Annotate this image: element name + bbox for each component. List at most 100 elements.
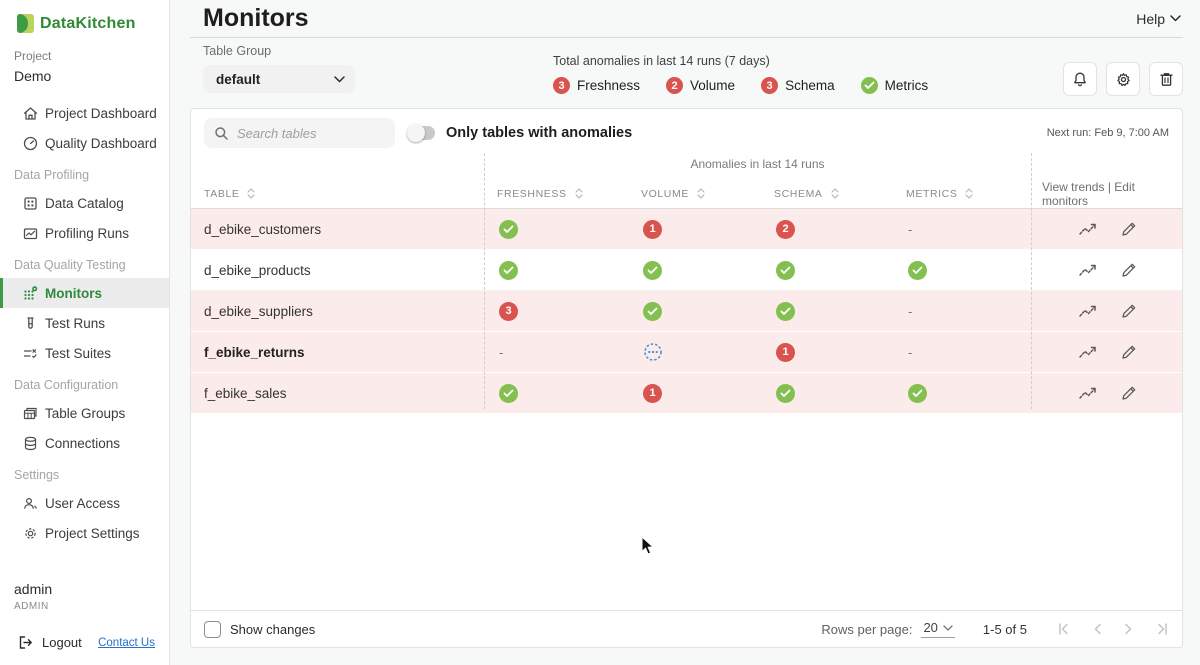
column-header-volume[interactable]: VOLUME [628, 179, 761, 208]
sidebar-item-monitors[interactable]: Monitors [0, 278, 169, 308]
sidebar-item-project-settings[interactable]: Project Settings [0, 518, 169, 548]
first-page-button[interactable] [1057, 623, 1071, 635]
datakitchen-logo-icon [17, 14, 34, 33]
view-trends-button[interactable] [1078, 385, 1097, 401]
help-menu[interactable]: Help [1136, 11, 1183, 27]
project-label: Project [14, 49, 169, 63]
sidebar-item-label: Project Settings [45, 526, 140, 541]
table-name-cell[interactable]: f_ebike_returns [191, 332, 484, 372]
sidebar-item-label: Data Catalog [45, 196, 124, 211]
anomalies-only-toggle[interactable] [408, 126, 435, 140]
pencil-icon [1121, 385, 1137, 401]
sidebar-item-profiling-runs[interactable]: Profiling Runs [0, 218, 169, 248]
edit-monitor-button[interactable] [1121, 344, 1137, 360]
column-header-freshness[interactable]: FRESHNESS [484, 179, 628, 208]
sidebar-item-test-suites[interactable]: Test Suites [0, 338, 169, 368]
anomaly-summary-title: Total anomalies in last 14 runs (7 days) [553, 54, 928, 68]
bell-icon [1072, 71, 1088, 88]
sidebar-item-label: Test Runs [45, 316, 105, 331]
sidebar-item-table-groups[interactable]: Table Groups [0, 398, 169, 428]
last-page-button[interactable] [1155, 623, 1169, 635]
sidebar-item-quality-dashboard[interactable]: Quality Dashboard [0, 128, 169, 158]
notifications-button[interactable] [1063, 62, 1097, 96]
column-header-metrics[interactable]: METRICS [893, 179, 1031, 208]
view-trends-button[interactable] [1078, 344, 1097, 360]
anomaly-count-badge[interactable]: 3 [553, 77, 570, 94]
volume-status-cell: 1 [628, 209, 761, 249]
no-data-dash: - [908, 222, 912, 237]
sidebar-item-data-catalog[interactable]: Data Catalog [0, 188, 169, 218]
edit-monitor-button[interactable] [1121, 303, 1137, 319]
rows-per-page-select[interactable]: 20 [921, 620, 954, 638]
edit-monitor-button[interactable] [1121, 262, 1137, 278]
column-header-table[interactable]: TABLE [191, 179, 484, 208]
edit-monitor-button[interactable] [1121, 221, 1137, 237]
anomaly-count-badge[interactable]: 3 [499, 302, 518, 321]
anomaly-count-badge[interactable]: 3 [761, 77, 778, 94]
users-icon [22, 495, 39, 512]
sidebar-item-label: Test Suites [45, 346, 111, 361]
view-trends-button[interactable] [1078, 262, 1097, 278]
anomaly-count-badge[interactable]: 2 [776, 220, 795, 239]
logout-button[interactable]: Logout [17, 634, 82, 651]
main-area: Monitors Help Table Group default Total … [170, 0, 1200, 665]
user-role: ADMIN [14, 601, 169, 612]
table-row[interactable]: d_ebike_suppliers 3 - [191, 291, 1182, 332]
contact-us-link[interactable]: Contact Us [98, 637, 155, 649]
sidebar-item-test-runs[interactable]: Test Runs [0, 308, 169, 338]
column-header-actions: View trends | Edit monitors [1031, 179, 1182, 208]
table-name-cell[interactable]: f_ebike_sales [191, 373, 484, 413]
delete-button[interactable] [1149, 62, 1183, 96]
sidebar-item-project-dashboard[interactable]: Project Dashboard [0, 98, 169, 128]
column-header-schema[interactable]: SCHEMA [761, 179, 893, 208]
table-name-cell[interactable]: d_ebike_products [191, 250, 484, 290]
edit-monitor-button[interactable] [1121, 385, 1137, 401]
table-group-select[interactable]: default [203, 65, 355, 93]
volume-status-cell [628, 250, 761, 290]
row-actions-cell [1031, 373, 1182, 413]
next-page-button[interactable] [1124, 623, 1133, 635]
table-row[interactable]: d_ebike_products [191, 250, 1182, 291]
volume-status-cell: 1 [628, 373, 761, 413]
sidebar-item-connections[interactable]: Connections [0, 428, 169, 458]
search-box[interactable] [204, 118, 395, 148]
show-changes-label: Show changes [230, 622, 315, 637]
schema-status-cell [761, 250, 893, 290]
sort-icon [247, 188, 255, 199]
anomaly-count-badge[interactable]: 2 [666, 77, 683, 94]
pencil-icon [1121, 221, 1137, 237]
monitor-settings-button[interactable] [1106, 62, 1140, 96]
chevron-down-icon [334, 76, 345, 83]
table-row[interactable]: f_ebike_returns-1- [191, 332, 1182, 373]
previous-page-button[interactable] [1093, 623, 1102, 635]
anomaly-count-badge[interactable]: 1 [643, 384, 662, 403]
sort-icon [575, 188, 583, 199]
ok-check-badge [499, 261, 518, 280]
schema-status-cell: 1 [761, 332, 893, 372]
table-name-cell[interactable]: d_ebike_customers [191, 209, 484, 249]
metrics-status-cell: - [893, 332, 1031, 372]
ok-check-badge [776, 302, 795, 321]
logout-label: Logout [42, 635, 82, 650]
gauge-icon [22, 135, 39, 152]
test-tube-icon [22, 315, 39, 332]
freshness-status-cell [484, 209, 628, 249]
summary-item-label: Metrics [885, 78, 929, 93]
summary-item-freshness: 3Freshness [553, 77, 640, 94]
trend-icon [1078, 385, 1097, 401]
sidebar-item-user-access[interactable]: User Access [0, 488, 169, 518]
anomaly-count-badge[interactable]: 1 [643, 220, 662, 239]
table-name-cell[interactable]: d_ebike_suppliers [191, 291, 484, 331]
ok-check-badge [908, 384, 927, 403]
table-row[interactable]: d_ebike_customers 1 2 - [191, 209, 1182, 250]
chevron-down-icon [1170, 15, 1181, 22]
ok-check-badge [643, 261, 662, 280]
view-trends-button[interactable] [1078, 221, 1097, 237]
metrics-status-cell: - [893, 291, 1031, 331]
table-row[interactable]: f_ebike_sales 1 [191, 373, 1182, 414]
anomaly-count-badge[interactable]: 1 [776, 343, 795, 362]
page-title: Monitors [190, 4, 309, 33]
search-input[interactable] [237, 126, 385, 141]
show-changes-checkbox[interactable] [204, 621, 221, 638]
view-trends-button[interactable] [1078, 303, 1097, 319]
